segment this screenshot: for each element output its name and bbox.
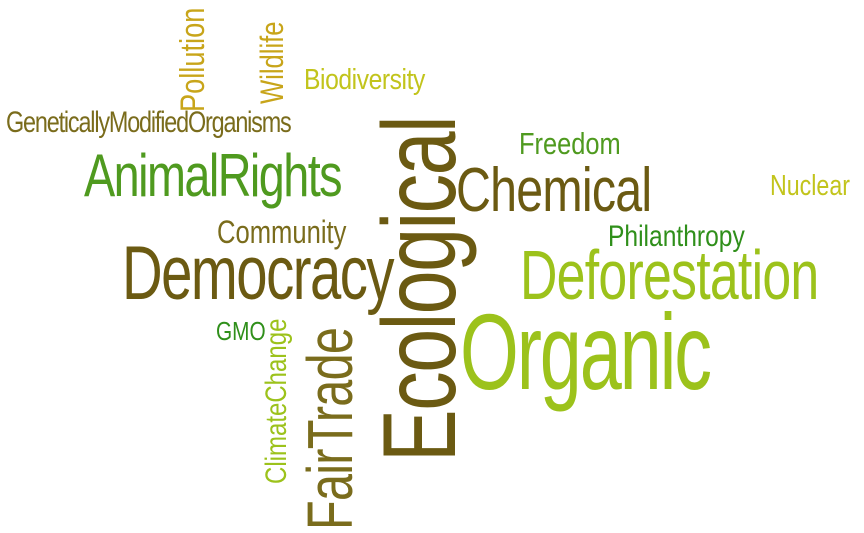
word-democracy: Democracy (122, 231, 395, 316)
word-philanthropy: Philanthropy (608, 220, 745, 253)
word-chemical: Chemical (456, 156, 652, 225)
word-ecological: Ecological (362, 116, 478, 462)
word-animal-rights: AnimalRights (84, 142, 343, 209)
word-pollution: Pollution (174, 7, 212, 112)
word-deforestation: Deforestation (520, 236, 819, 314)
word-organic: Organic (460, 291, 712, 412)
word-genetically-modified-organisms: GeneticallyModifiedOrganisms (6, 106, 292, 139)
word-nuclear: Nuclear (770, 170, 850, 202)
word-freedom: Freedom (519, 126, 621, 161)
word-wildlife: Wildlife (254, 21, 290, 104)
word-biodiversity: Biodiversity (304, 64, 425, 96)
word-climate-change: ClimateChange (260, 318, 293, 484)
word-fair-trade: FairTrade (294, 327, 366, 530)
word-community: Community (217, 214, 347, 250)
word-gmo: GMO (216, 316, 266, 346)
